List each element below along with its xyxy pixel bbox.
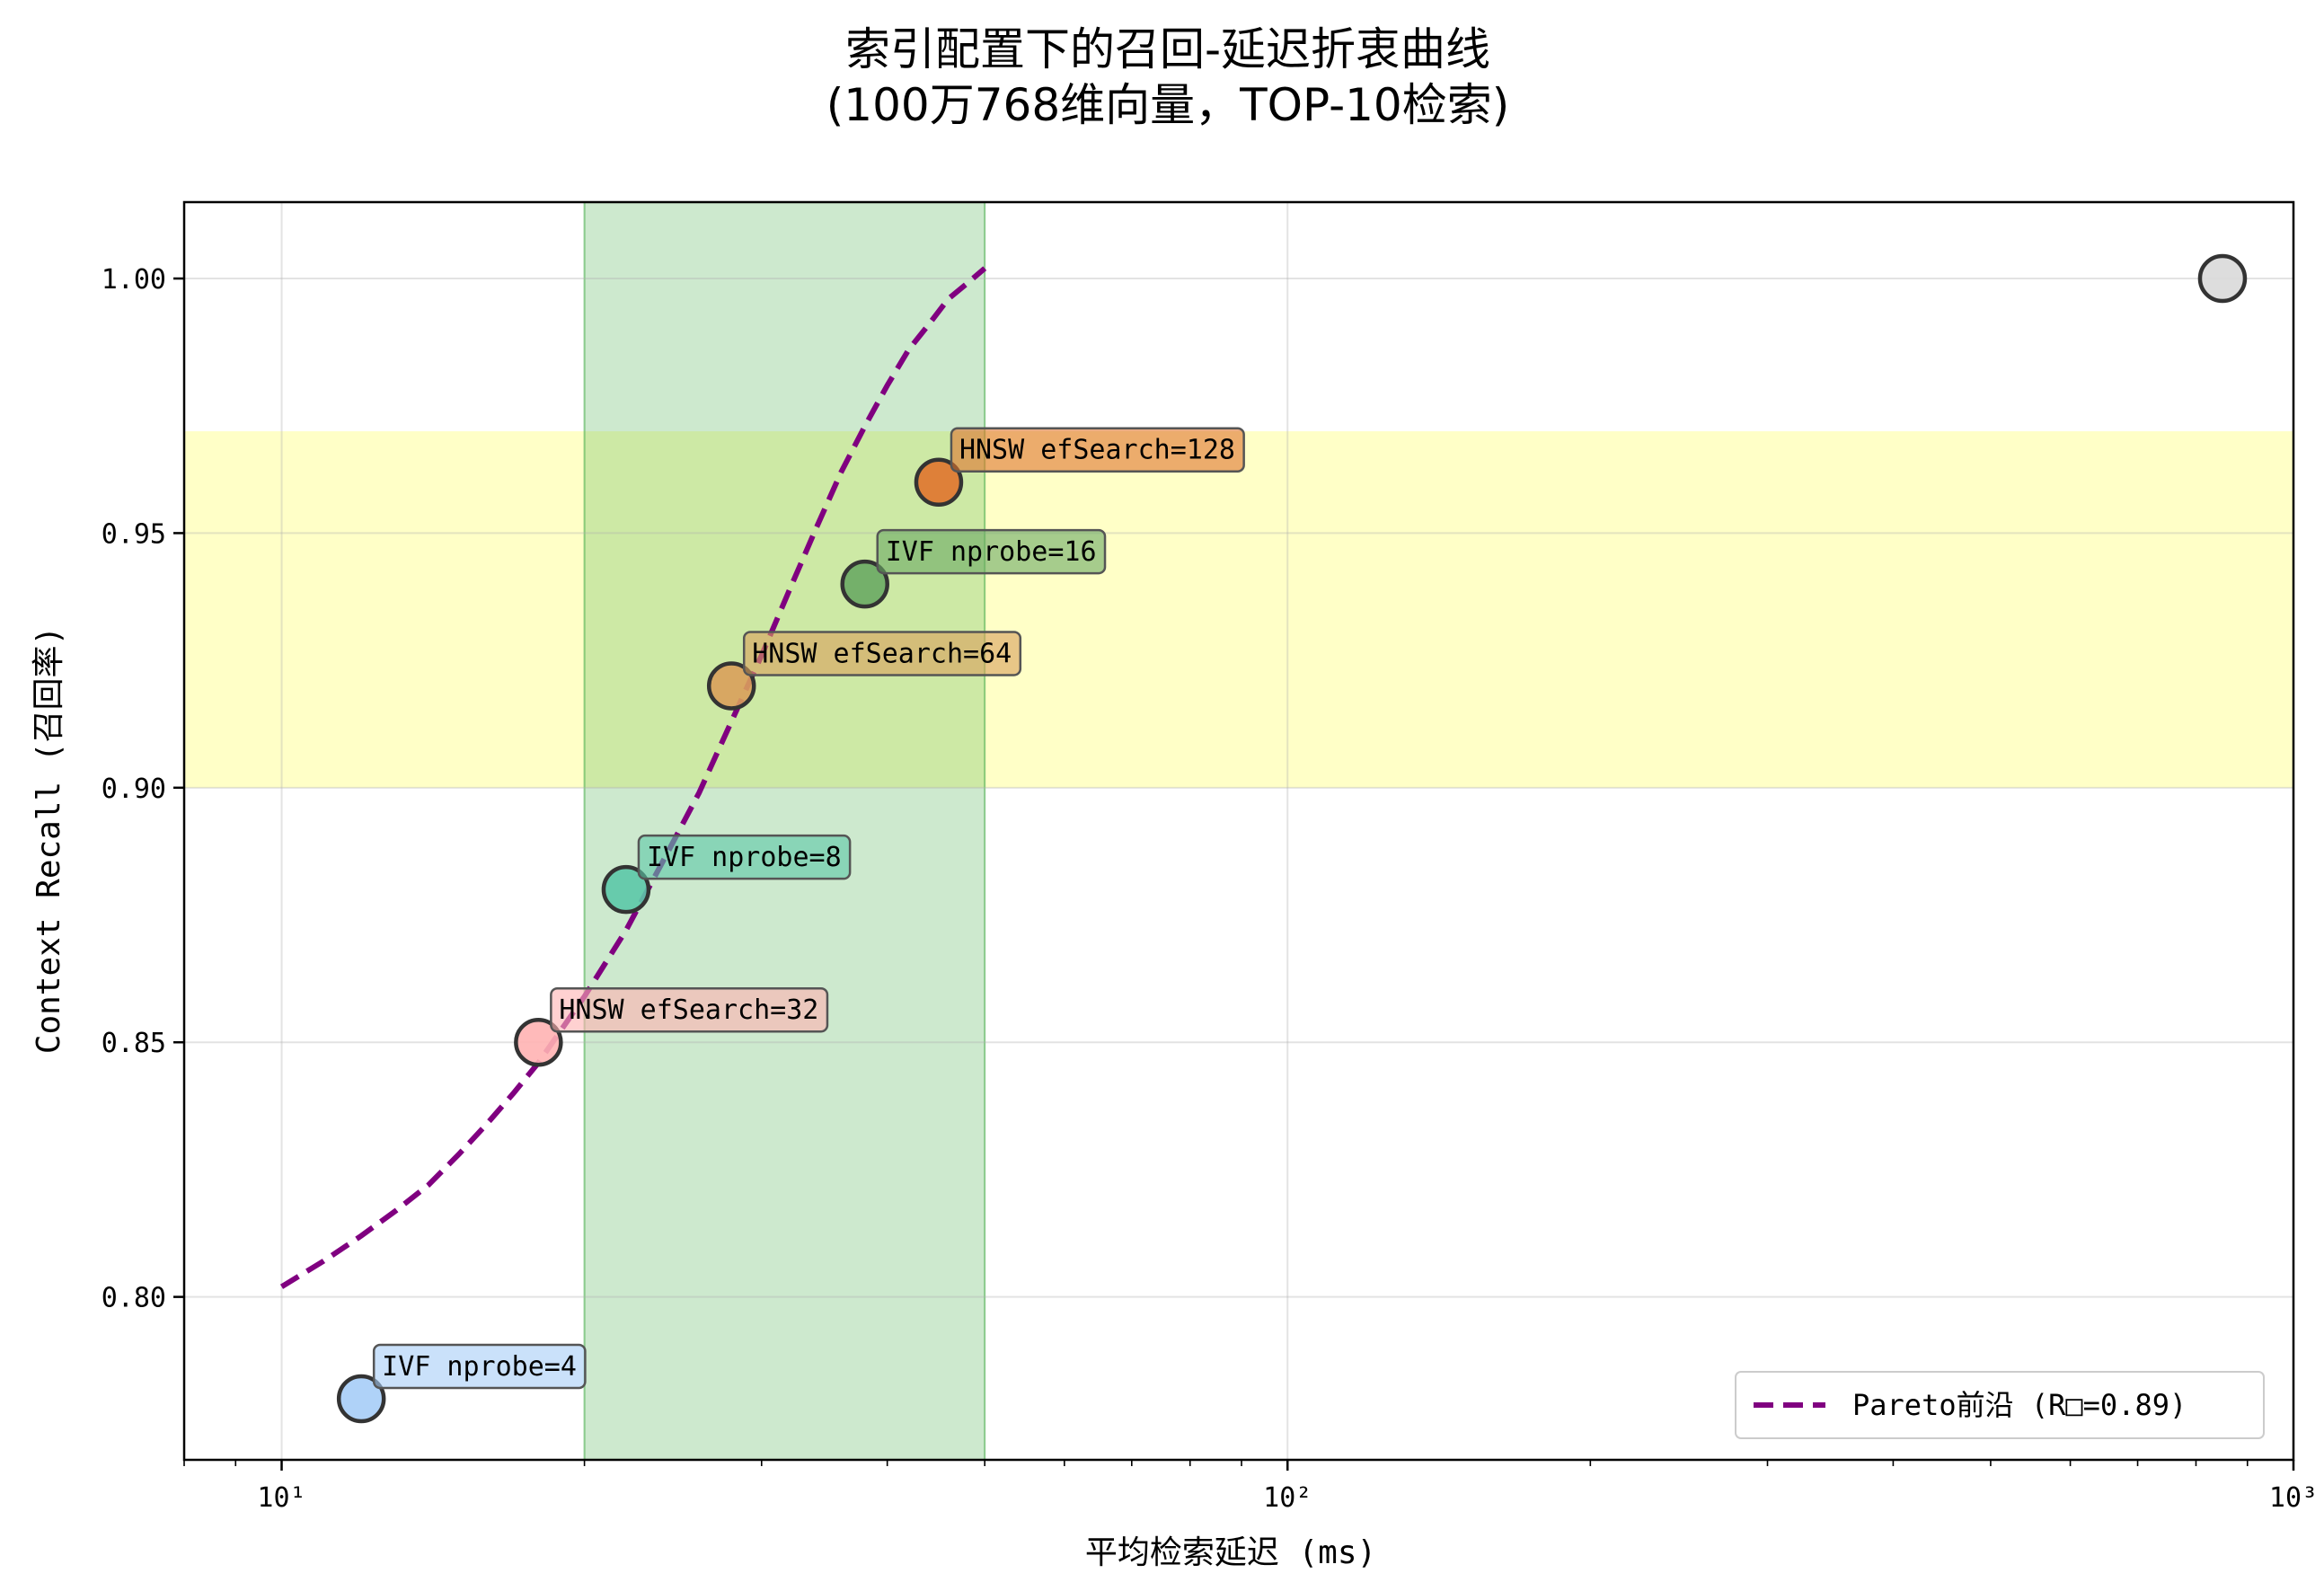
- chart-title: 索引配置下的召回-延迟折衷曲线: [845, 23, 1490, 75]
- annotation-label-3: HNSW efSearch=64: [752, 638, 1012, 669]
- annotation-box-3: [742, 631, 1022, 676]
- y-axis-label: Context Recall (召回率): [31, 626, 67, 1054]
- axis-ticks: 10¹ 10² 10³ 0.80 0.85 0.90 0.95 1.00: [102, 264, 2318, 1514]
- data-point-6: [2197, 253, 2248, 304]
- legend: Pareto前沿 (R□=0.89): [1735, 1371, 2265, 1439]
- shaded-regions: [184, 201, 2293, 1461]
- data-point-4: [840, 559, 889, 609]
- point-annotations: IVF nprobe=4 HNSW efSearch=32 IVF nprobe=8…: [372, 427, 1245, 1390]
- annotation-box-4: [876, 528, 1107, 575]
- grid-lines: [184, 202, 2294, 1460]
- data-point-0: [336, 1374, 386, 1424]
- annotation-label-4: IVF nprobe=16: [886, 536, 1097, 568]
- y-tick-label-0: 0.80: [102, 1283, 166, 1314]
- pareto-curve: [279, 266, 987, 1289]
- annotation-label-5: HNSW efSearch=128: [959, 435, 1235, 466]
- x-axis-label: 平均检索延迟 (ms): [1085, 1534, 1376, 1571]
- chart-subtitle: (100万768维向量，TOP-10检索): [826, 79, 1510, 131]
- annotation-box-5: [950, 427, 1245, 473]
- annotation-label-1: HNSW efSearch=32: [559, 994, 818, 1026]
- y-tick-label-3: 0.95: [102, 518, 166, 550]
- shaded-region-y-0: [184, 431, 2293, 788]
- annotation-label-0: IVF nprobe=4: [382, 1351, 577, 1383]
- data-point-2: [601, 864, 651, 915]
- y-tick-label-4: 1.00: [102, 264, 166, 296]
- plot-frame: [182, 200, 2295, 1462]
- legend-box: [1735, 1371, 2265, 1439]
- data-points: [336, 253, 2248, 1424]
- data-point-3: [706, 661, 756, 711]
- shaded-region-x-1: [583, 201, 986, 1461]
- data-point-1: [514, 1017, 563, 1067]
- annotation-label-2: IVF nprobe=8: [647, 842, 842, 873]
- annotation-box-2: [637, 834, 852, 880]
- annotation-box-1: [550, 986, 829, 1033]
- legend-label-pareto: Pareto前沿 (R□=0.89): [1852, 1388, 2187, 1422]
- y-tick-label-2: 0.90: [102, 773, 166, 805]
- y-tick-label-1: 0.85: [102, 1028, 166, 1059]
- data-point-5: [914, 457, 964, 507]
- x-tick-label-2: 10³: [2269, 1482, 2318, 1514]
- x-tick-label-1: 10²: [1263, 1482, 1312, 1514]
- x-tick-label-0: 10¹: [257, 1482, 305, 1514]
- annotation-box-0: [372, 1343, 587, 1390]
